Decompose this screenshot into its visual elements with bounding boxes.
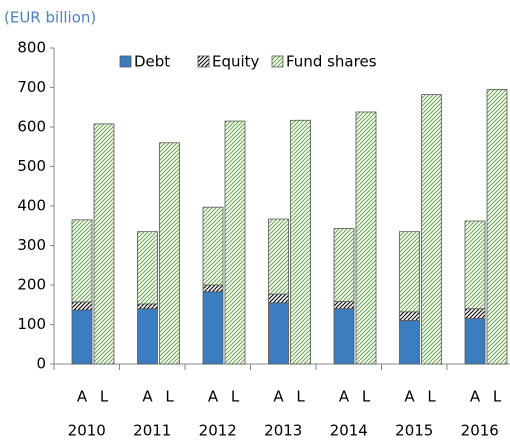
legend-label: Equity — [212, 53, 260, 71]
legend-label: Fund shares — [286, 53, 377, 71]
group-label: A — [77, 388, 88, 406]
x-tick-label: 2016 — [461, 422, 499, 440]
x-tick-label: 2011 — [133, 422, 171, 440]
bar-segment — [93, 123, 115, 365]
bar-segment — [159, 142, 180, 365]
legend-swatch — [197, 55, 210, 68]
group-label: L — [231, 388, 240, 406]
bar-segment — [71, 301, 93, 311]
bar-segment — [290, 119, 311, 365]
group-label: L — [493, 388, 502, 406]
group-label: A — [404, 388, 415, 406]
bar-segment — [202, 284, 224, 293]
bar-segment — [224, 120, 246, 365]
bar-segment — [137, 308, 158, 365]
y-tick-label: 700 — [17, 78, 46, 96]
y-tick-label: 100 — [17, 315, 46, 333]
y-tick-label: 400 — [17, 197, 46, 215]
group-label: L — [427, 388, 436, 406]
x-tick-label: 2015 — [395, 422, 433, 440]
group-label: A — [142, 388, 153, 406]
bar-segment — [464, 220, 486, 310]
group-label: L — [165, 388, 174, 406]
bar-segment — [268, 302, 289, 365]
x-tick-label: 2012 — [199, 422, 237, 440]
bar-segment — [486, 89, 508, 365]
bar-segment — [202, 206, 224, 286]
y-tick-label: 0 — [36, 355, 46, 373]
chart-subtitle: (EUR billion) — [4, 9, 96, 27]
bar-segment — [464, 318, 486, 365]
legend-swatch — [271, 55, 284, 68]
bar-segment — [399, 320, 420, 365]
x-tick-label: 2010 — [68, 422, 106, 440]
group-label: L — [362, 388, 371, 406]
y-tick-label: 600 — [17, 118, 46, 136]
bar-segment — [333, 308, 355, 365]
group-label: L — [100, 388, 109, 406]
legend-swatch — [119, 55, 132, 68]
bar-segment — [421, 94, 442, 365]
bar-segment — [399, 231, 420, 313]
bar-segment — [464, 308, 486, 319]
y-tick-label: 800 — [17, 39, 46, 57]
x-tick-label: 2014 — [330, 422, 368, 440]
bar-segment — [202, 291, 224, 365]
legend-label: Debt — [134, 53, 170, 71]
group-label: A — [470, 388, 481, 406]
y-tick-label: 300 — [17, 236, 46, 254]
bar-segment — [71, 219, 93, 303]
bar-segment — [137, 231, 158, 305]
bar-segment — [399, 311, 420, 321]
x-tick-label: 2013 — [264, 422, 302, 440]
group-label: A — [273, 388, 284, 406]
y-tick-label: 200 — [17, 276, 46, 294]
bar-segment — [268, 218, 289, 295]
bar-segment — [71, 309, 93, 365]
group-label: L — [296, 388, 305, 406]
bar-segment — [268, 293, 289, 304]
group-label: A — [339, 388, 350, 406]
y-tick-label: 500 — [17, 157, 46, 175]
group-label: A — [208, 388, 219, 406]
bar-segment — [137, 303, 158, 310]
bar-segment — [355, 111, 377, 365]
bar-segment — [333, 301, 355, 310]
bar-segment — [333, 228, 355, 302]
